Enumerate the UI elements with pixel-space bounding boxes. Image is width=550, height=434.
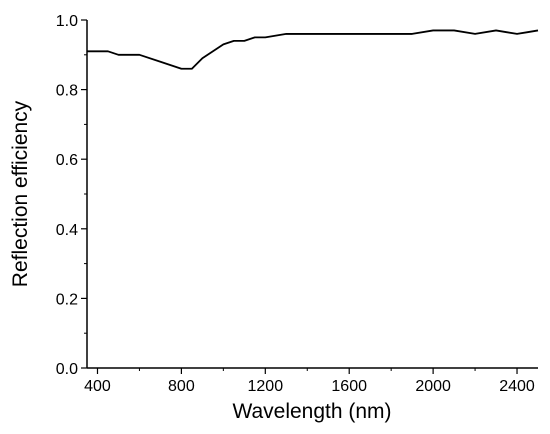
y-tick-label: 0.0 <box>56 361 78 378</box>
reflection-efficiency-line <box>87 29 539 70</box>
x-axis-ticks: 400 800 1200 1600 2000 2400 <box>84 368 535 395</box>
x-tick-label: 1600 <box>331 378 367 395</box>
x-tick-label: 2000 <box>415 378 451 395</box>
x-tick-label: 800 <box>168 378 195 395</box>
y-tick-label: 0.4 <box>56 222 78 239</box>
y-tick-label: 1.0 <box>56 13 78 30</box>
y-axis-ticks: 0.0 0.2 0.4 0.6 0.8 1.0 <box>56 13 87 378</box>
x-tick-label: 400 <box>84 378 111 395</box>
plot-area <box>87 20 538 368</box>
y-tick-label: 0.2 <box>56 291 78 308</box>
y-tick-label: 0.8 <box>56 83 78 100</box>
y-axis-title: Reflection efficiency <box>9 100 32 287</box>
y-tick-label: 0.6 <box>56 152 78 169</box>
x-tick-label: 2400 <box>499 378 535 395</box>
x-axis-title: Wavelength (nm) <box>232 400 391 423</box>
x-tick-label: 1200 <box>248 378 284 395</box>
